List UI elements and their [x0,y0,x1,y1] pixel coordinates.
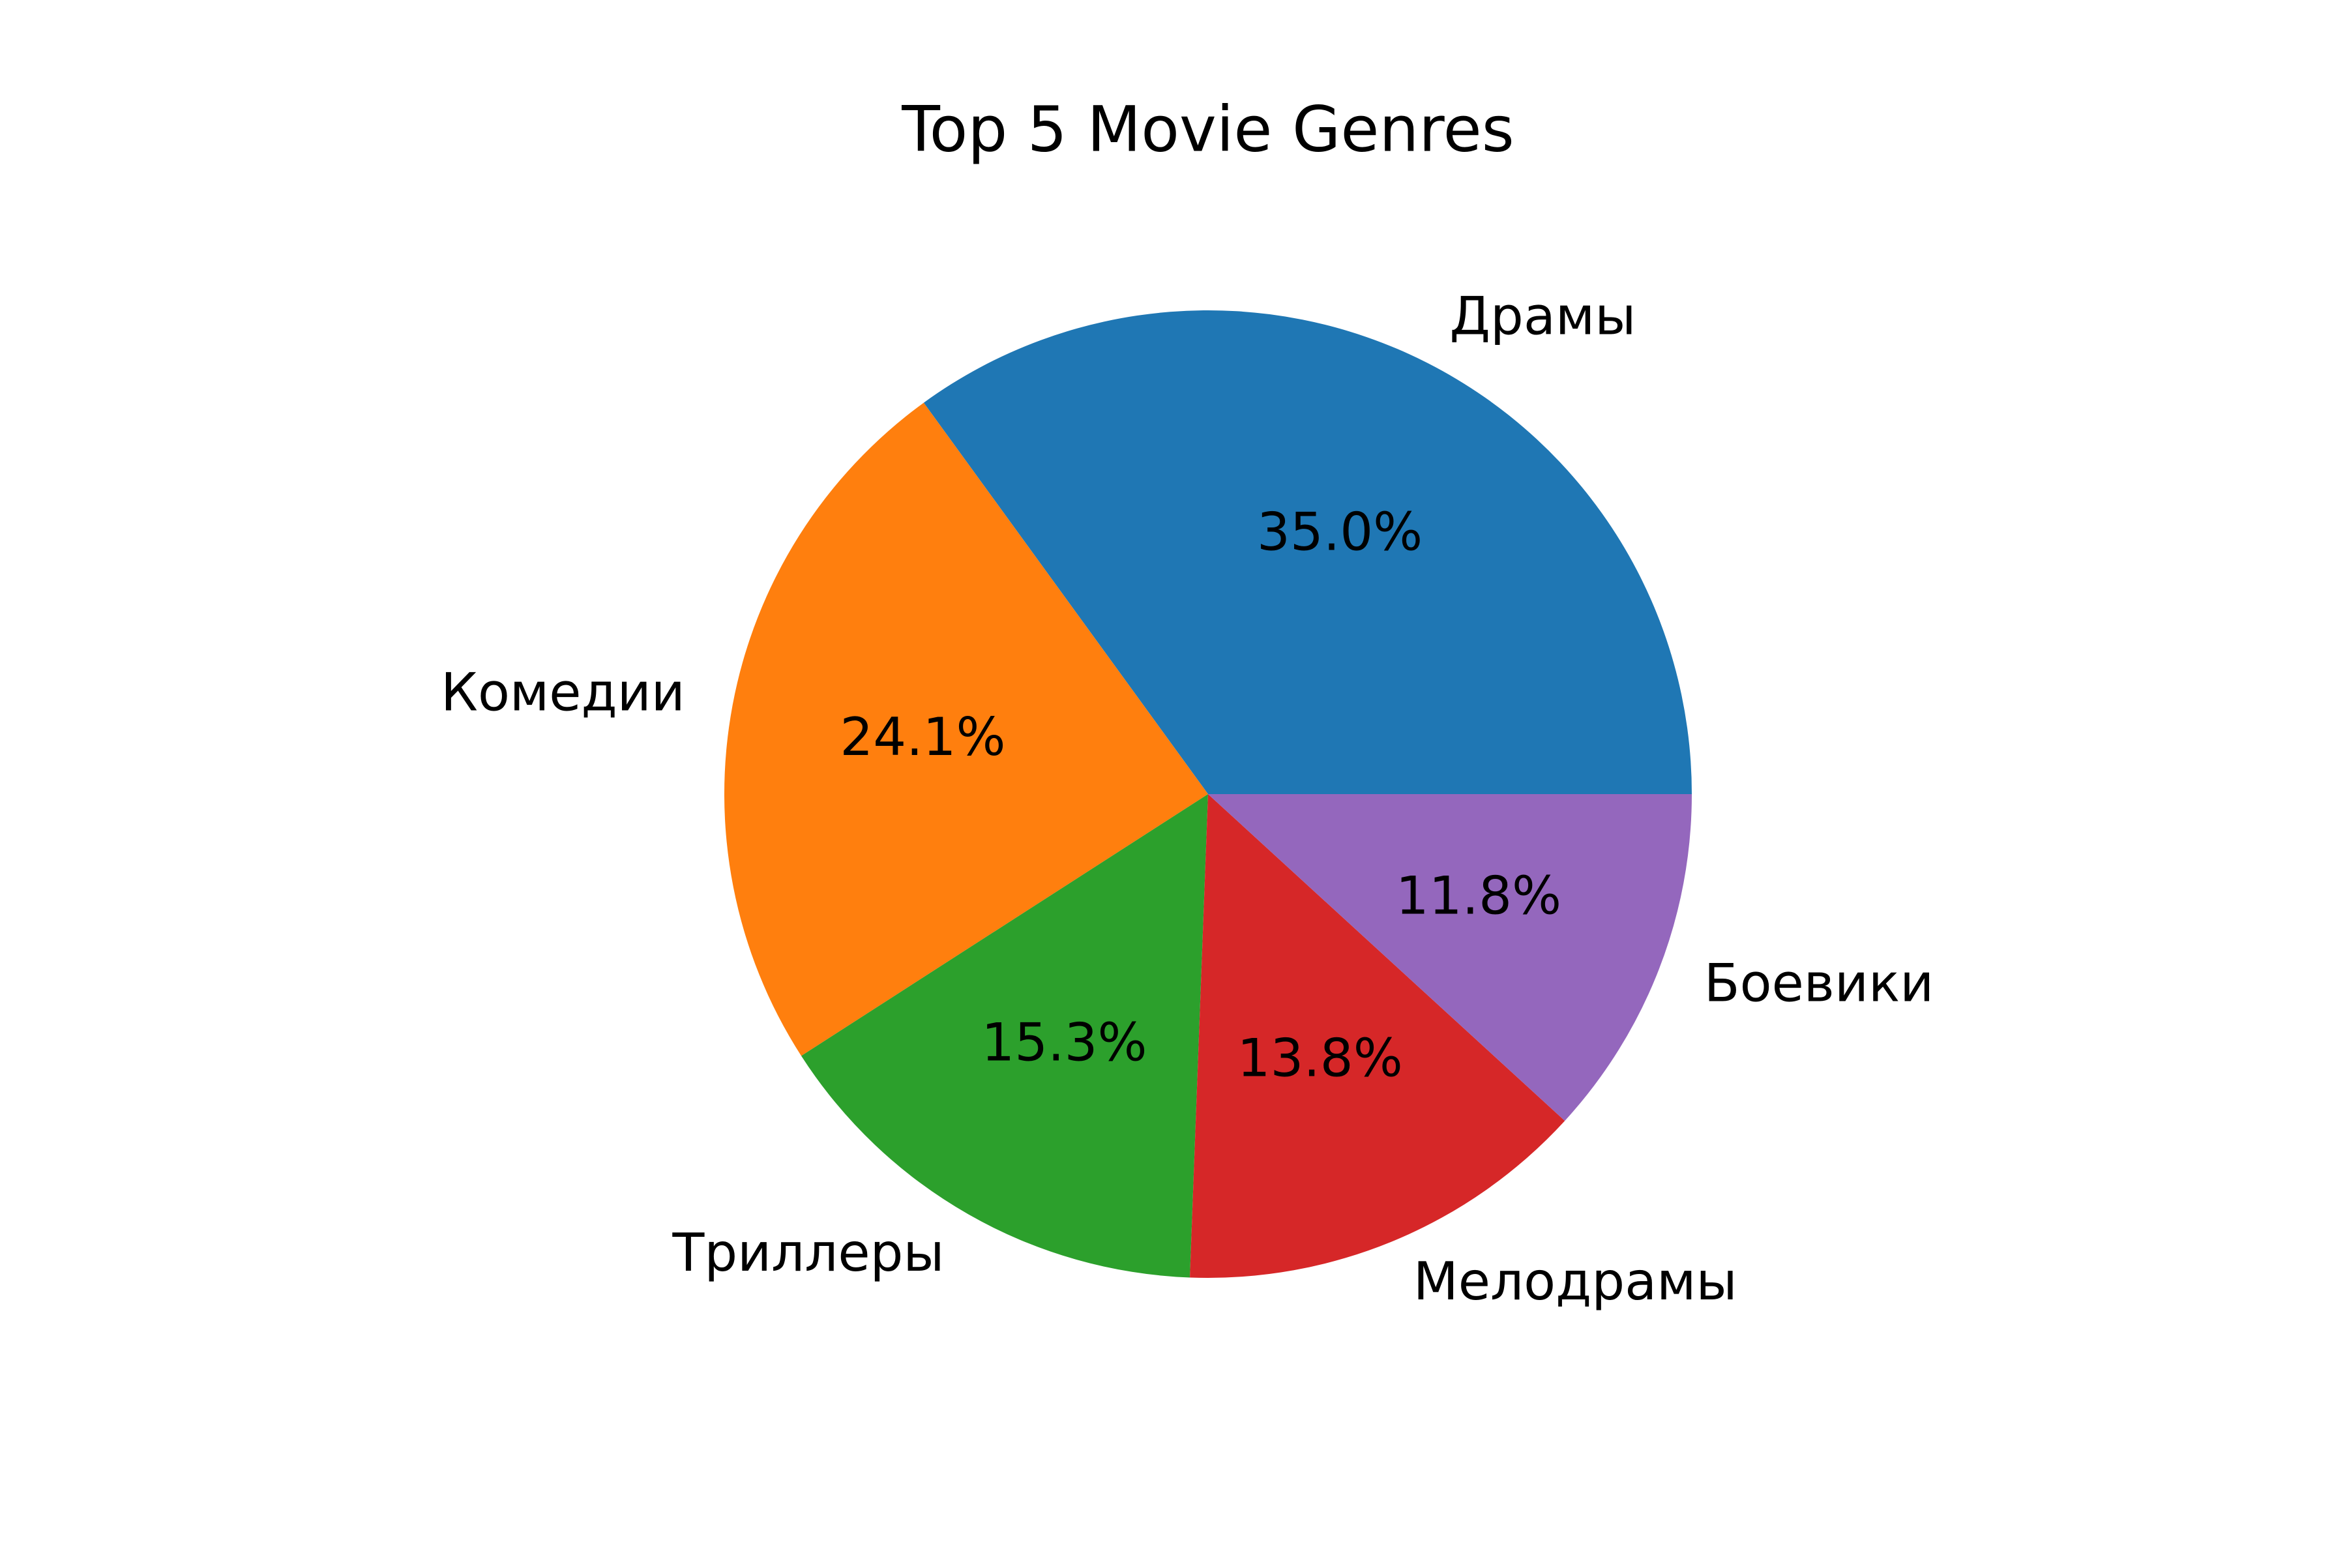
pie-slice-4 [1190,794,1565,1278]
percent-label-2: 24.1% [840,707,1005,767]
pie-slice-1 [923,310,1692,794]
pie-slice-5 [1208,794,1692,1121]
percent-label-1: 35.0% [1257,501,1423,562]
percent-label-5: 11.8% [1396,865,1561,926]
percent-labels: 35.0% 24.1% 15.3% 13.8% 11.8% [840,501,1561,1088]
slice-labels: Драмы Комедии Триллеры Мелодрамы Боевики [441,286,1934,1312]
slice-label-5: Боевики [1704,953,1934,1014]
pie-slice-3 [801,794,1208,1278]
slice-label-2: Комедии [441,662,685,723]
percent-label-4: 13.8% [1237,1028,1403,1089]
pie-slices [724,310,1692,1278]
slice-label-3: Триллеры [672,1222,945,1283]
pie-slice-2 [724,402,1208,1056]
slice-label-4: Мелодрамы [1413,1251,1737,1312]
chart-title: Top 5 Movie Genres [901,93,1514,166]
percent-label-3: 15.3% [981,1013,1147,1073]
slice-label-1: Драмы [1450,286,1636,347]
